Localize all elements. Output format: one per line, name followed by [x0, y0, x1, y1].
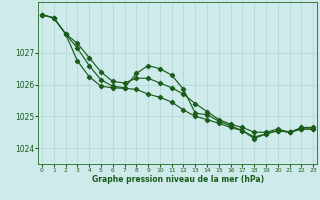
- X-axis label: Graphe pression niveau de la mer (hPa): Graphe pression niveau de la mer (hPa): [92, 175, 264, 184]
